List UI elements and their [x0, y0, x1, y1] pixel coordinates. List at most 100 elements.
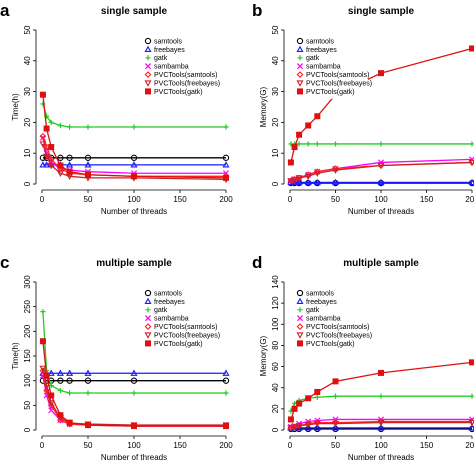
data-point [304, 424, 312, 431]
y-tick-label: 140 [271, 275, 280, 289]
legend-marker [145, 307, 151, 313]
legend-marker [296, 63, 304, 70]
data-point [57, 377, 64, 384]
series-line [42, 341, 226, 427]
data-point [39, 141, 47, 148]
series-freebayes [39, 369, 230, 376]
data-point [130, 173, 137, 180]
legend-entry: samtools [306, 290, 335, 297]
data-point [331, 167, 340, 174]
y-tick-label: 50 [23, 25, 32, 34]
x-tick-label: 100 [374, 195, 388, 204]
legend-marker [144, 340, 151, 347]
data-point [377, 419, 385, 427]
data-point [377, 70, 384, 77]
data-point [291, 144, 298, 151]
data-point [84, 369, 92, 376]
legend-marker [296, 315, 304, 322]
y-tick-label: 40 [271, 56, 280, 65]
data-point [287, 159, 294, 166]
data-point [314, 388, 321, 395]
x-axis-label: Number of threads [348, 207, 414, 216]
y-tick-label: 150 [23, 349, 32, 363]
data-point [377, 162, 385, 170]
data-point [130, 161, 138, 168]
legend-marker [144, 315, 152, 322]
data-point [332, 393, 339, 399]
data-point [313, 421, 321, 428]
data-point [85, 124, 91, 130]
data-point [84, 377, 92, 384]
data-point [313, 424, 321, 431]
data-point [56, 170, 64, 177]
legend-entry: freebayes [306, 299, 337, 306]
series-pvctools-freebayes [287, 159, 474, 185]
legend-box [294, 288, 368, 351]
data-point [47, 369, 55, 376]
data-point [84, 154, 92, 161]
data-point [85, 422, 92, 429]
y-tick-label: 0 [271, 427, 280, 432]
y-tick-label: 0 [23, 427, 32, 432]
x-tick-label: 50 [331, 441, 340, 450]
y-tick-label: 80 [271, 340, 280, 349]
legend-marker [296, 71, 304, 78]
data-point [378, 141, 384, 147]
legend-marker [144, 71, 152, 78]
chart-title: multiple sample [96, 258, 172, 269]
data-point [39, 132, 47, 140]
data-point [287, 416, 294, 423]
data-point [67, 124, 73, 130]
data-point [332, 141, 339, 147]
data-point [57, 387, 63, 394]
data-point [222, 377, 230, 384]
data-point [223, 390, 229, 396]
legend-entry: PVCTools(gatk) [154, 341, 203, 348]
legend-entry: gatk [306, 55, 320, 62]
data-point [287, 178, 295, 185]
data-point [304, 178, 312, 186]
data-point [222, 423, 229, 430]
y-tick-label: 20 [23, 117, 32, 126]
legend-marker [144, 289, 152, 297]
series-samtools [39, 154, 230, 161]
legend-entry: samtools [154, 290, 183, 297]
data-point [43, 382, 51, 390]
data-point [85, 171, 92, 178]
data-point [222, 154, 230, 161]
data-point [39, 161, 47, 168]
data-point [291, 424, 299, 431]
data-point [57, 154, 64, 161]
legend-marker [296, 297, 304, 305]
legend-marker [144, 297, 152, 305]
x-axis-label: Number of threads [101, 453, 167, 462]
data-point [377, 369, 384, 376]
data-point [313, 170, 321, 177]
legend-marker [296, 88, 303, 95]
legend-marker [296, 80, 304, 87]
series-pvctools-gatk [39, 338, 229, 430]
legend-marker [296, 323, 304, 330]
legend-entry: PVCTools(samtools) [306, 324, 369, 331]
data-point [56, 369, 64, 376]
legend-marker [144, 63, 152, 70]
x-tick-label: 200 [219, 195, 233, 204]
legend-entry: gatk [154, 55, 168, 62]
y-axis-label: Time(h) [11, 93, 20, 121]
legend-entry: sambamba [306, 64, 341, 71]
y-tick-label: 20 [271, 117, 280, 126]
x-tick-label: 50 [84, 441, 93, 450]
data-point [66, 161, 74, 168]
chart-panel-c: c multiple sample 0 50 100 150 200 250 300 0 50 100… [0, 253, 233, 462]
data-point [40, 101, 46, 107]
x-tick-label: 0 [40, 441, 45, 450]
legend-marker [296, 37, 304, 45]
data-point [39, 365, 47, 373]
data-point [66, 168, 73, 175]
data-point [331, 421, 340, 428]
legend-marker [145, 55, 151, 61]
y-tick-label: 60 [271, 362, 280, 371]
